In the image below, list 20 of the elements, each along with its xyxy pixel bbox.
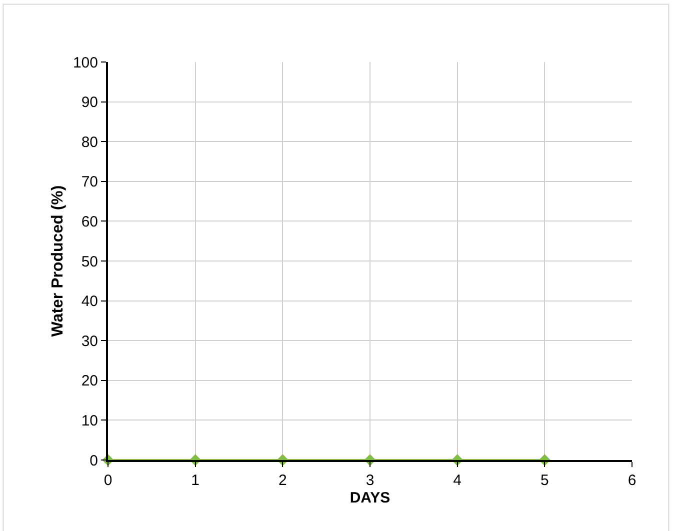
y-tick-label: 10 — [81, 412, 98, 430]
y-tick-label: 60 — [81, 213, 98, 230]
y-tick-label: 50 — [81, 253, 98, 270]
y-axis-title: Water Produced (%) — [49, 185, 66, 337]
y-tick-label: 90 — [81, 94, 98, 112]
x-tick-label: 5 — [540, 472, 549, 489]
x-tick-label: 0 — [104, 472, 112, 489]
y-tick-label: 100 — [72, 54, 98, 72]
y-tick-label: 70 — [81, 174, 98, 191]
y-tick-label: 30 — [81, 332, 98, 350]
x-tick-label: 1 — [191, 472, 200, 489]
x-axis-title: DAYS — [350, 490, 390, 506]
y-tick-label: 0 — [90, 452, 98, 470]
x-tick-label: 3 — [366, 472, 374, 489]
x-tick-label: 2 — [278, 472, 287, 489]
y-tick-label: 20 — [81, 372, 98, 390]
x-tick-label: 4 — [453, 472, 462, 489]
y-tick-label: 80 — [81, 134, 98, 151]
x-tick-label: 6 — [628, 472, 636, 489]
y-tick-label: 40 — [81, 293, 98, 310]
